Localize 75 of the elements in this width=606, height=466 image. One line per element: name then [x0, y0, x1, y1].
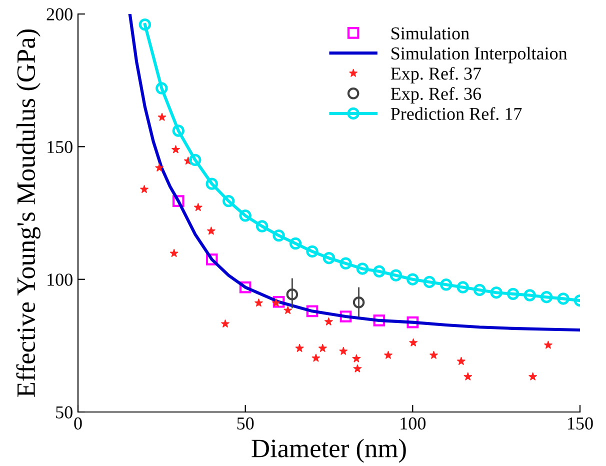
point — [306, 245, 318, 258]
y-tick-label: 200 — [46, 8, 72, 20]
x-tick-label: 100 — [400, 417, 426, 430]
point — [456, 281, 469, 294]
legend-label: Exp. Ref. 37 — [390, 66, 482, 84]
point — [306, 305, 318, 318]
point — [423, 276, 436, 288]
point — [239, 281, 252, 294]
point — [239, 210, 252, 222]
point — [155, 163, 164, 172]
x-axis-title: Diameter (nm) — [252, 438, 406, 463]
y-tick-label: 100 — [48, 274, 72, 286]
y-axis-title: Effective Young's Moudulus (GPa) — [16, 30, 40, 397]
point — [406, 273, 419, 286]
point — [312, 354, 320, 362]
point — [189, 154, 202, 166]
point — [390, 269, 402, 282]
point — [409, 338, 418, 346]
legend-label: Simulation Interpoltaion — [392, 46, 568, 64]
point — [254, 298, 264, 307]
point — [206, 226, 216, 235]
x-tick-label: 150 — [568, 417, 593, 430]
point — [256, 220, 268, 232]
point — [352, 296, 365, 308]
point — [340, 310, 352, 322]
point — [384, 350, 393, 359]
legend-label: Prediction Ref. 17 — [390, 107, 522, 120]
point — [194, 202, 202, 212]
point — [172, 195, 184, 207]
point — [340, 257, 352, 270]
point — [506, 288, 520, 300]
y-tick-label: 50 — [56, 406, 72, 418]
point — [524, 289, 536, 302]
point — [289, 237, 302, 250]
point — [206, 178, 218, 190]
point — [339, 346, 348, 355]
point — [557, 292, 570, 305]
point — [272, 229, 285, 242]
point — [406, 316, 419, 328]
point — [222, 194, 235, 208]
point — [373, 265, 386, 278]
point — [318, 344, 327, 352]
point — [286, 288, 298, 300]
x-tick-label: 0 — [74, 417, 82, 430]
legend-label: Simulation — [392, 26, 470, 40]
point — [272, 296, 285, 308]
point — [353, 364, 362, 372]
point — [138, 18, 152, 31]
point — [172, 124, 185, 137]
point — [464, 372, 472, 380]
point — [322, 252, 336, 264]
point — [284, 306, 292, 314]
point — [156, 82, 168, 94]
point — [352, 354, 361, 362]
point — [373, 314, 386, 326]
point — [295, 344, 304, 352]
point — [158, 112, 166, 121]
point — [429, 350, 438, 359]
point — [171, 145, 180, 154]
legend-label: Exp. Ref. 36 — [390, 87, 482, 104]
point — [324, 317, 333, 326]
point — [140, 184, 149, 194]
y-tick-label: 150 — [48, 140, 72, 154]
point — [206, 254, 218, 266]
point — [544, 340, 553, 349]
point — [356, 262, 369, 275]
point — [528, 372, 538, 380]
point — [490, 286, 502, 299]
point — [540, 291, 553, 304]
point — [440, 278, 452, 291]
point — [170, 248, 178, 258]
point — [456, 356, 466, 366]
x-tick-label: 50 — [237, 417, 254, 430]
point — [220, 319, 230, 328]
point — [473, 284, 486, 296]
